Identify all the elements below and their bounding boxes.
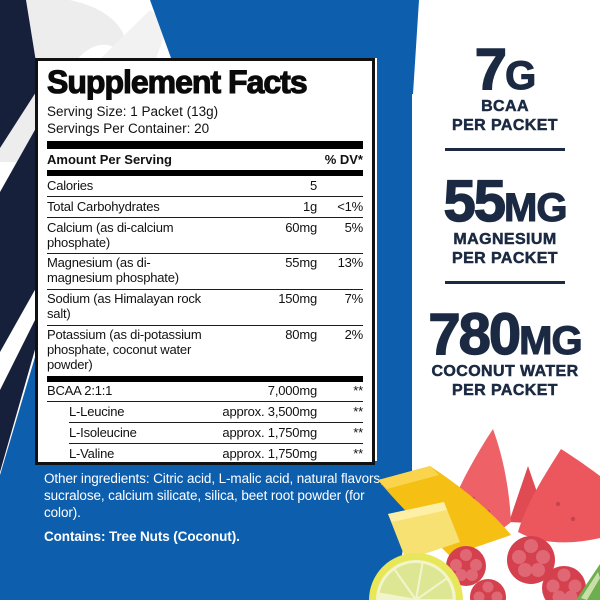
column-header-row: Amount Per Serving % DV*: [47, 149, 363, 170]
lemon-slice-icon: [369, 553, 463, 600]
nutrient-name: Magnesium (as di-magnesium phosphate): [47, 255, 179, 286]
ingredient-name: L-Isoleucine: [69, 424, 137, 440]
stat-unit: MG: [503, 186, 568, 231]
nutrient-name: Potassium (as di-potassium phosphate, co…: [47, 327, 202, 373]
servings-per-container: Servings Per Container: 20: [47, 120, 210, 136]
stat-unit: MG: [519, 318, 584, 363]
table-row: L-Leucine approx. 3,500mg **: [69, 402, 363, 424]
other-ingredients-block: Other ingredients: Citric acid, L-malic …: [44, 471, 398, 546]
nutrient-dv: 13%: [337, 255, 364, 271]
ingredient-name: L-Valine: [69, 445, 115, 461]
nutrient-amount: 150mg: [278, 291, 317, 307]
stat-label-line1: BCAA: [481, 98, 529, 116]
ingredient-amount: approx. 1,750mg: [222, 424, 317, 440]
table-row: Total Carbohydrates 1g <1%: [47, 197, 363, 219]
pineapple-icon: [378, 466, 511, 560]
serving-size: Serving Size: 1 Packet (13g): [47, 104, 219, 120]
navy-diagonal-sliver: [0, 318, 36, 472]
stat-number: 55: [443, 169, 507, 235]
watermelon-rind-icon: [576, 564, 600, 600]
stat-label-line1: MAGNESIUM: [453, 230, 557, 248]
nutrient-name: Total Carbohydrates: [47, 198, 160, 214]
thick-divider-bar: [47, 375, 363, 382]
nutrient-dv: 5%: [344, 219, 364, 235]
table-row: L-Valine approx. 1,750mg **: [69, 444, 363, 462]
stat-unit: G: [505, 54, 537, 98]
ingredient-name: L-Leucine: [69, 403, 125, 419]
stat-value: 7G: [410, 40, 600, 99]
table-row: BCAA 2:1:1 7,000mg **: [47, 382, 363, 403]
nutrient-amount: 55mg: [285, 255, 317, 271]
blue-bottom-area: [0, 347, 412, 600]
table-row: Magnesium (as di-magnesium phosphate) 55…: [47, 254, 363, 290]
ingredient-dv: **: [353, 403, 363, 419]
nutrient-amount: 5: [309, 177, 317, 193]
nutrient-name: Calories: [47, 177, 94, 193]
nutrient-dv: <1%: [337, 198, 363, 214]
other-ingredients-text: Other ingredients: Citric acid, L-malic …: [44, 471, 384, 520]
thick-divider-bar: [47, 170, 363, 177]
highlights-column: 7G BCAA PER PACKET 55MG MAGNESIUM PER PA…: [410, 40, 600, 400]
table-row: Calcium (as di-calcium phosphate) 60mg 5…: [47, 218, 363, 254]
stat-label-line2: PER PACKET: [452, 117, 558, 135]
stat-highlight: 7G BCAA PER PACKET: [410, 40, 600, 135]
stat-highlight: 55MG MAGNESIUM PER PACKET: [410, 148, 600, 267]
blue-top-band: [150, 0, 419, 94]
percent-dv-header: % DV*: [324, 152, 363, 168]
nutrient-amount: 80mg: [285, 327, 317, 343]
ingredient-name: BCAA 2:1:1: [47, 383, 113, 399]
ingredient-amount: 7,000mg: [267, 383, 317, 399]
nutrient-table: Calories 5 Total Carbohydrates 1g <1% Ca…: [47, 176, 363, 375]
supplement-facts-panel: Supplement Facts Serving Size: 1 Packet …: [35, 58, 375, 465]
nutrient-name: Sodium (as Himalayan rock salt): [47, 291, 201, 322]
stat-label-line2: PER PACKET: [452, 249, 558, 267]
nutrient-dv: 2%: [344, 327, 364, 343]
stat-number: 7: [474, 37, 508, 102]
ingredient-amount: approx. 1,750mg: [222, 445, 317, 461]
table-row: Calories 5: [47, 176, 363, 198]
ingredient-amount: approx. 3,500mg: [222, 403, 317, 419]
fruit-photo: [369, 429, 600, 600]
table-row: Potassium (as di-potassium phosphate, co…: [47, 326, 363, 376]
thick-divider-bar: [47, 141, 363, 150]
navy-corner-shape: [0, 0, 36, 148]
ingredient-dv: **: [353, 445, 363, 461]
ingredient-dv: **: [353, 383, 363, 399]
nutrient-amount: 1g: [302, 198, 317, 214]
ingredient-dv: **: [353, 424, 363, 440]
allergen-contains-text: Contains: Tree Nuts (Coconut).: [44, 528, 240, 544]
panel-title: Supplement Facts: [46, 64, 308, 100]
navy-diagonal-stripe: [0, 128, 36, 352]
bcaa-table: BCAA 2:1:1 7,000mg ** L-Leucine approx. …: [47, 382, 363, 462]
nutrient-dv: 7%: [344, 291, 364, 307]
stat-value: 55MG: [410, 172, 600, 231]
stat-value: 780MG: [410, 305, 600, 364]
nutrient-name: Calcium (as di-calcium phosphate): [47, 219, 174, 250]
stat-label-line2: PER PACKET: [452, 382, 558, 400]
table-row: Sodium (as Himalayan rock salt) 150mg 7%: [47, 290, 363, 326]
stat-highlight: 780MG COCONUT WATER PER PACKET: [410, 281, 600, 400]
amount-per-serving-header: Amount Per Serving: [47, 152, 172, 168]
stat-number: 780: [428, 301, 522, 367]
nutrient-amount: 60mg: [285, 219, 317, 235]
blue-vertical-stripe: [377, 0, 412, 461]
stat-label-line1: COCONUT WATER: [431, 363, 579, 381]
table-row: L-Isoleucine approx. 1,750mg **: [69, 423, 363, 445]
